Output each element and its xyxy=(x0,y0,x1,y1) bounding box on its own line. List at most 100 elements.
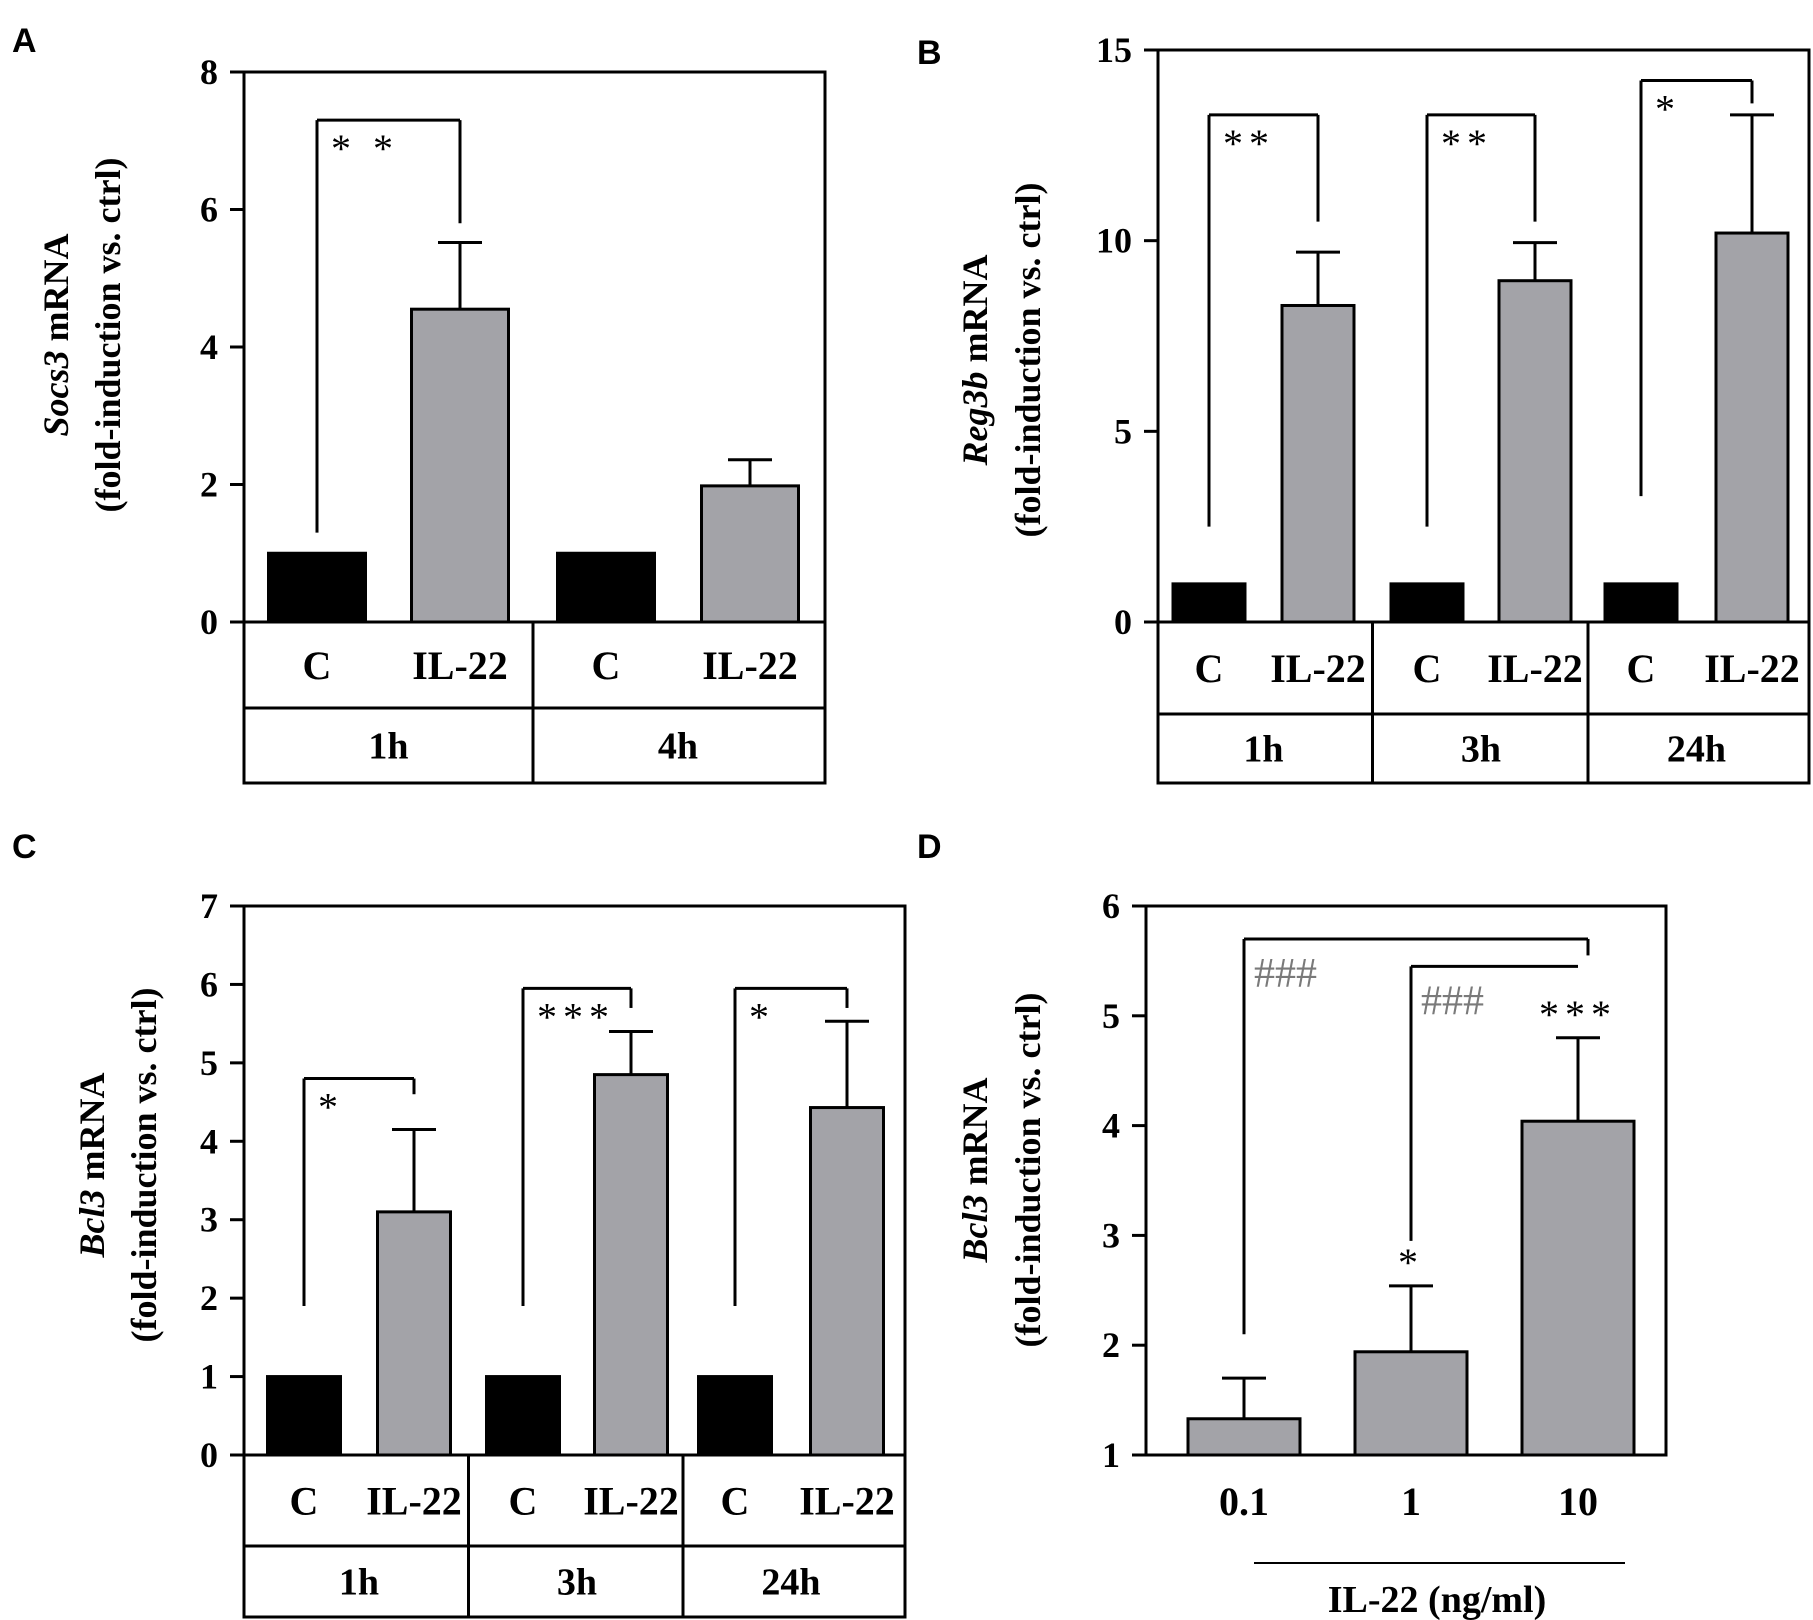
significance-stars: *** xyxy=(1539,992,1617,1037)
bar-control xyxy=(1389,582,1465,624)
y-tick-label: 2 xyxy=(200,1278,218,1318)
y-tick-label: 5 xyxy=(1114,411,1132,451)
category-label: C xyxy=(1627,646,1656,691)
bar-control xyxy=(267,551,367,624)
category-table xyxy=(242,1453,907,1619)
y-axis-label-line2: (fold-induction vs. ctrl) xyxy=(1008,993,1048,1348)
bar-il22 xyxy=(809,1106,885,1457)
bar-il22 xyxy=(1280,303,1356,624)
y-tick-label: 1 xyxy=(1102,1435,1120,1475)
group-label: 3h xyxy=(557,1562,597,1604)
panel-letter: C xyxy=(12,828,37,866)
y-tick-label: 6 xyxy=(200,190,218,230)
panel-c: C Bcl3 mRNA (fold-induction vs. ctrl) 0 1… xyxy=(12,828,907,1619)
group-label: 24h xyxy=(1667,729,1726,771)
category-label: IL-22 xyxy=(702,643,798,688)
y-axis-label-line1: Socs3 mRNA xyxy=(36,234,76,437)
hash-significance: ### xyxy=(1254,951,1317,997)
y-tick-label: 0 xyxy=(200,602,218,642)
y-tick-label: 6 xyxy=(200,964,218,1004)
bar-il22 xyxy=(1353,1350,1469,1457)
significance-stars: * xyxy=(1398,1240,1424,1285)
panel-a: A Socs3 mRNA (fold-induction vs. ctrl) 0… xyxy=(12,22,827,785)
group-label: 1h xyxy=(368,726,408,768)
x-tick-label: 10 xyxy=(1558,1479,1598,1524)
bar-control xyxy=(697,1375,773,1457)
category-label: C xyxy=(290,1479,319,1524)
panel-letter: D xyxy=(917,828,942,866)
significance-stars: *** xyxy=(537,994,615,1039)
x-axis-label: IL-22 (ng/ml) xyxy=(1328,1579,1547,1620)
significance-stars: * xyxy=(749,994,775,1039)
y-tick-label: 5 xyxy=(200,1043,218,1083)
bar-control xyxy=(1171,582,1247,624)
bar-il22 xyxy=(1497,279,1573,624)
category-label: C xyxy=(592,643,621,688)
x-tick-label: 1 xyxy=(1401,1479,1421,1524)
bar-il22 xyxy=(376,1210,452,1457)
y-tick-label: 4 xyxy=(1102,1106,1120,1146)
y-tick-label: 6 xyxy=(1102,886,1120,926)
category-label: C xyxy=(1195,646,1224,691)
y-axis-label-line2: (fold-induction vs. ctrl) xyxy=(1008,183,1048,538)
significance-stars: ** xyxy=(1441,121,1493,166)
y-tick-label: 2 xyxy=(200,465,218,505)
category-label: IL-22 xyxy=(1487,646,1583,691)
significance-stars: * xyxy=(1655,87,1681,132)
bar-control xyxy=(556,551,656,624)
category-label: IL-22 xyxy=(1270,646,1366,691)
y-tick-label: 0 xyxy=(200,1435,218,1475)
category-label: C xyxy=(509,1479,538,1524)
bar-il22 xyxy=(410,307,510,624)
significance-stars: * * xyxy=(331,126,399,171)
category-label: IL-22 xyxy=(583,1479,679,1524)
y-tick-label: 0 xyxy=(1114,602,1132,642)
panel-d: D Bcl3 mRNA (fold-induction vs. ctrl) 1 2… xyxy=(917,828,1668,1620)
bar-il22 xyxy=(700,484,800,624)
group-label: 4h xyxy=(658,726,698,768)
category-label: IL-22 xyxy=(366,1479,462,1524)
y-tick-label: 10 xyxy=(1096,221,1132,261)
y-axis-label-line1: Bcl3 mRNA xyxy=(955,1078,995,1264)
y-tick-label: 1 xyxy=(200,1357,218,1397)
category-table xyxy=(1156,620,1811,785)
y-tick-label: 15 xyxy=(1096,30,1132,70)
y-tick-label: 4 xyxy=(200,327,218,367)
group-label: 3h xyxy=(1461,729,1501,771)
panel-letter: B xyxy=(917,34,942,72)
bar-control xyxy=(485,1375,561,1457)
bar-il22 xyxy=(1714,231,1790,624)
panel-letter: A xyxy=(12,22,37,60)
bar-control xyxy=(1603,582,1679,624)
y-axis-label-line2: (fold-induction vs. ctrl) xyxy=(88,158,128,513)
category-label: C xyxy=(1413,646,1442,691)
y-axis-label-line1: Bcl3 mRNA xyxy=(72,1073,112,1259)
bar-il22 xyxy=(1520,1119,1636,1457)
y-tick-label: 4 xyxy=(200,1121,218,1161)
category-label: C xyxy=(721,1479,750,1524)
y-axis-label-line2: (fold-induction vs. ctrl) xyxy=(124,988,164,1343)
x-tick-label: 0.1 xyxy=(1219,1479,1269,1524)
significance-stars: ** xyxy=(1223,121,1275,166)
y-tick-label: 5 xyxy=(1102,996,1120,1036)
y-tick-label: 7 xyxy=(200,886,218,926)
significance-stars: * xyxy=(318,1085,344,1130)
y-tick-label: 3 xyxy=(1102,1215,1120,1255)
category-label: IL-22 xyxy=(1704,646,1800,691)
bar-control xyxy=(266,1375,342,1457)
bar-il22 xyxy=(1186,1417,1302,1457)
y-axis-label-line1: Reg3b mRNA xyxy=(955,255,995,467)
group-label: 1h xyxy=(339,1562,379,1604)
bar-il22 xyxy=(593,1073,669,1457)
category-label: C xyxy=(303,643,332,688)
hash-significance: ### xyxy=(1421,978,1484,1024)
y-tick-label: 2 xyxy=(1102,1325,1120,1365)
category-label: IL-22 xyxy=(799,1479,895,1524)
y-tick-label: 8 xyxy=(200,52,218,92)
group-label: 24h xyxy=(761,1562,820,1604)
y-tick-label: 3 xyxy=(200,1200,218,1240)
category-label: IL-22 xyxy=(412,643,508,688)
panel-b: B Reg3b mRNA (fold-induction vs. ctrl) 0… xyxy=(917,30,1811,785)
group-label: 1h xyxy=(1243,729,1283,771)
